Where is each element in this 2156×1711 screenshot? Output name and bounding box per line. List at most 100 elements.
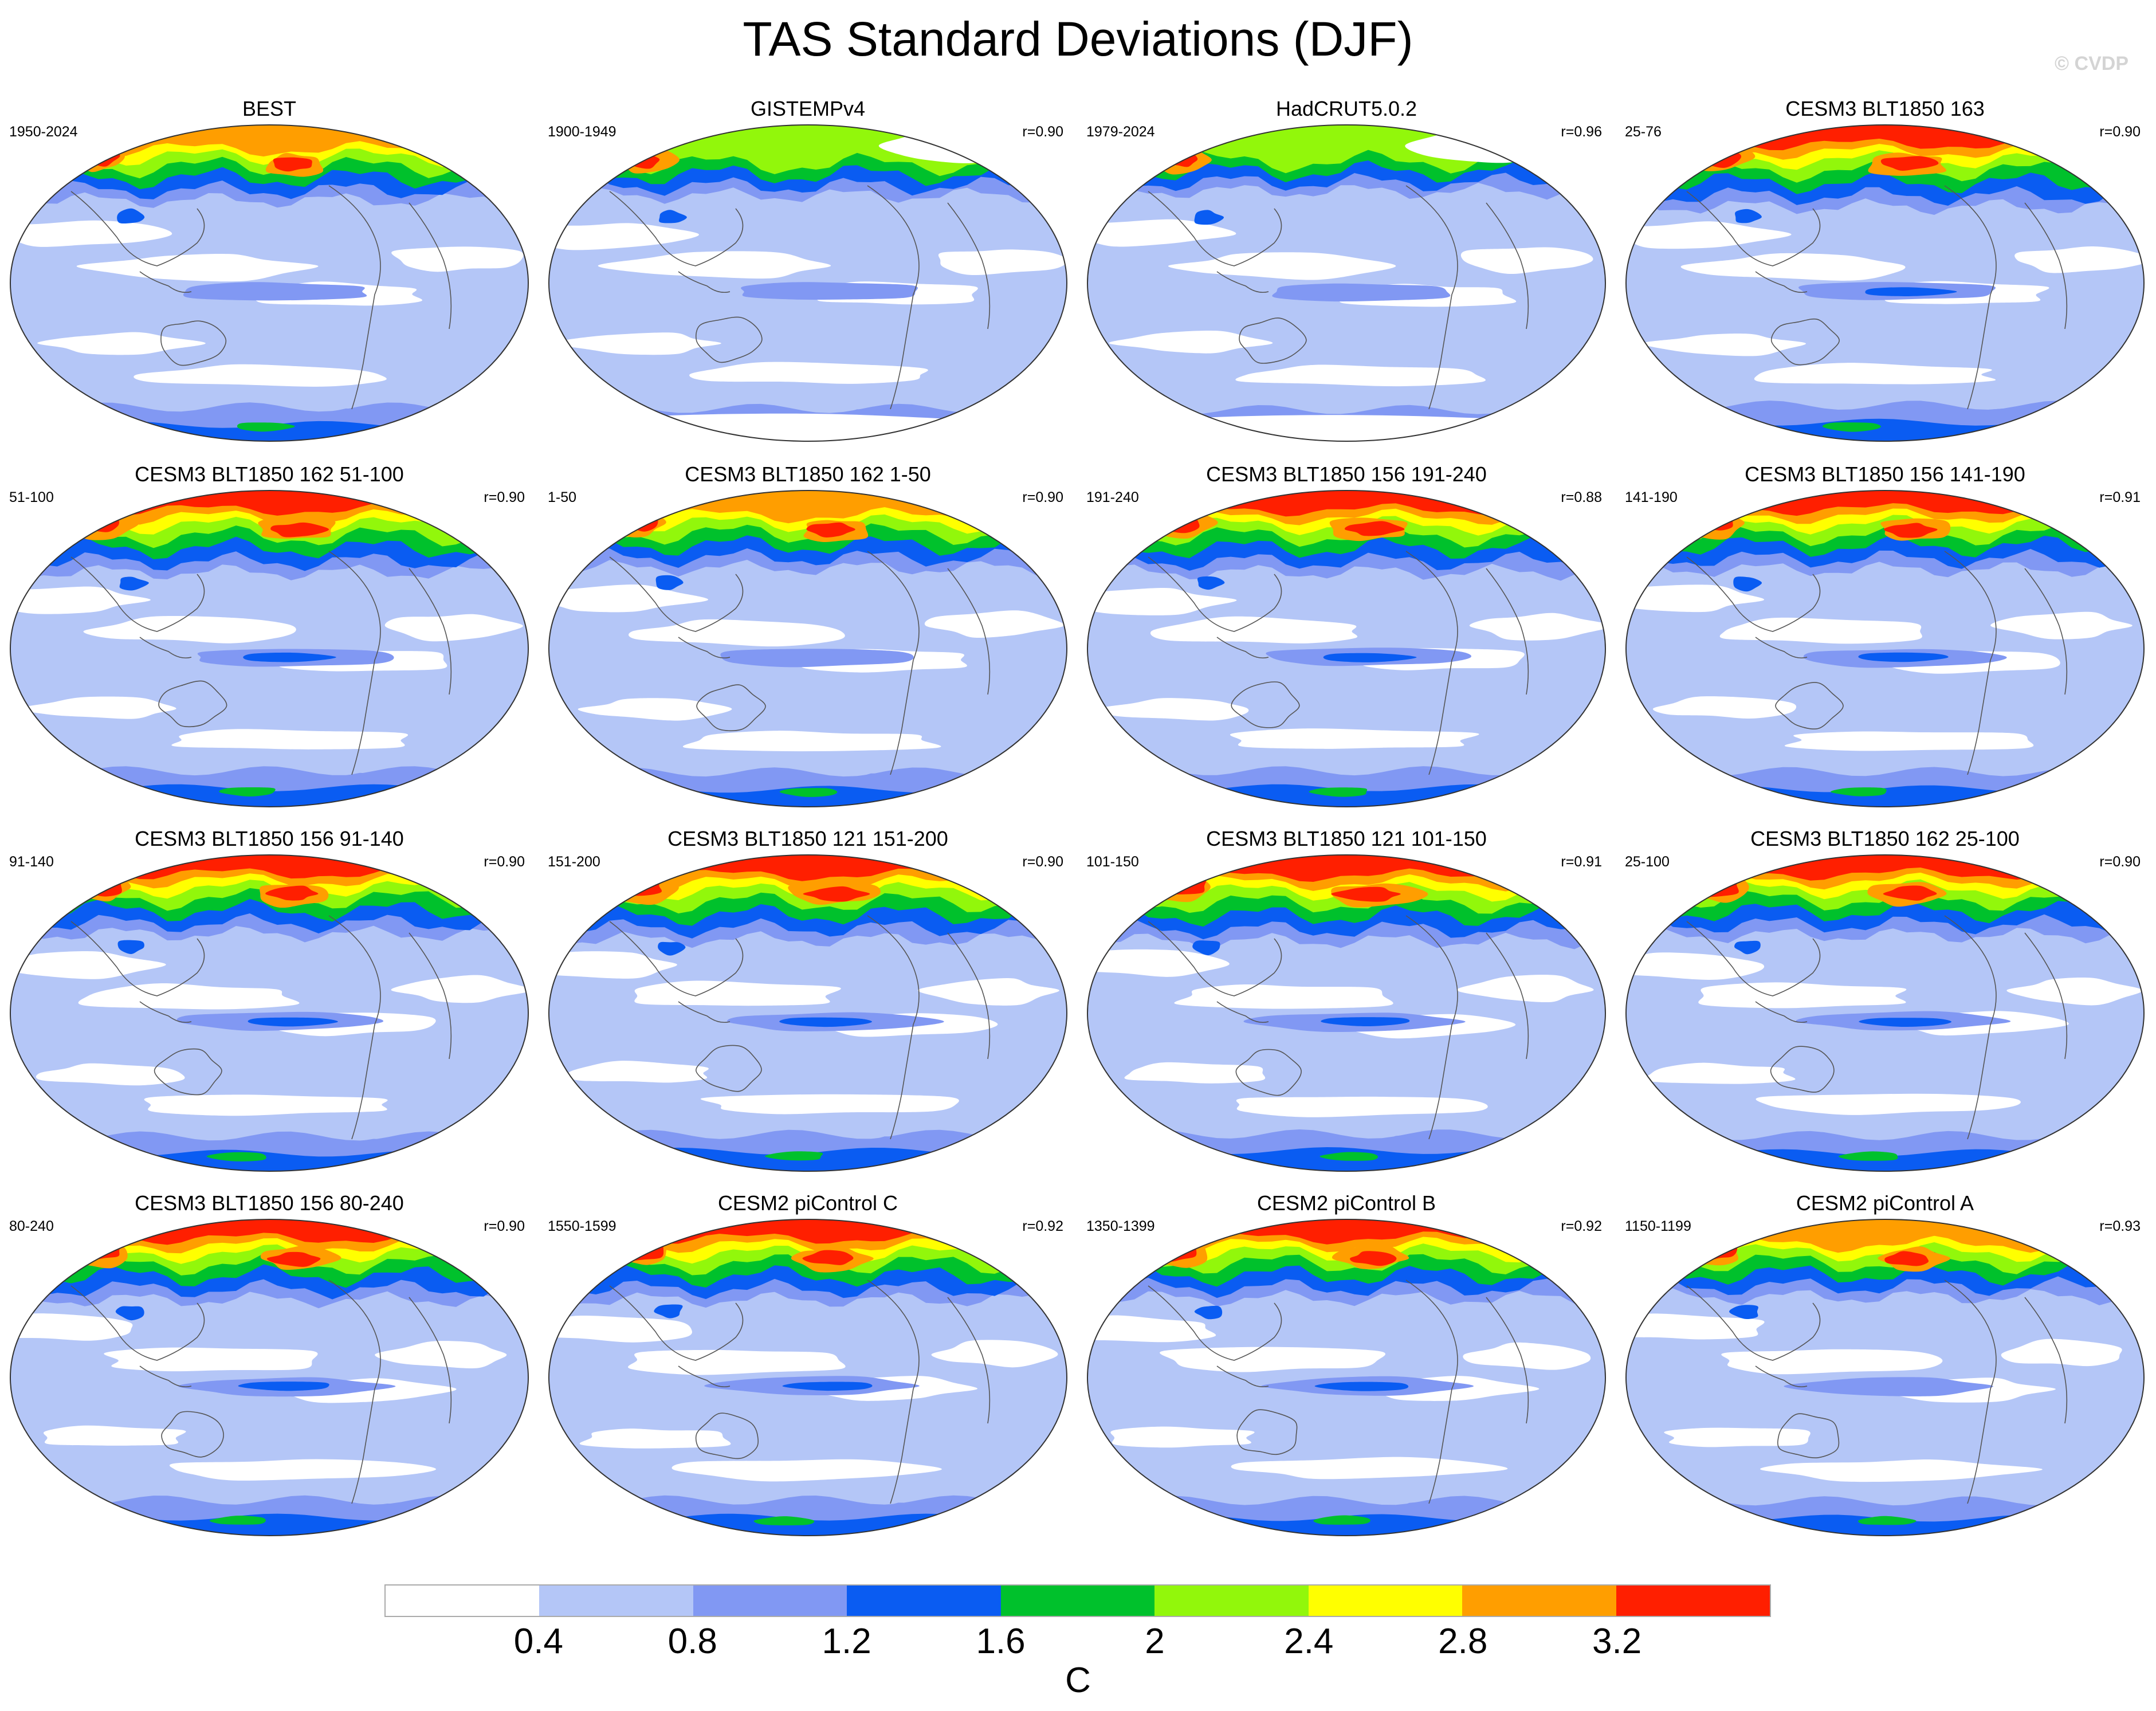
colorbar-cell — [1462, 1586, 1616, 1616]
panel-correlation: r=0.91 — [2099, 489, 2141, 505]
panel-period: 1-50 — [548, 489, 577, 505]
panel-title: CESM3 BLT1850 156 80-240 — [135, 1191, 404, 1215]
panel-period: 1900-1949 — [548, 124, 616, 140]
panel-correlation: r=0.90 — [1022, 489, 1063, 505]
colorbar-unit-label: C — [1065, 1661, 1091, 1700]
map-projection — [1625, 124, 2145, 442]
panel-correlation: r=0.90 — [2099, 124, 2141, 140]
colorbar-tick-label: 2.8 — [1438, 1622, 1488, 1661]
map-panel: CESM3 BLT1850 156 191-240 191-240 r=0.88 — [1077, 462, 1616, 840]
map-panel: BEST 1950-2024 — [0, 96, 539, 474]
panel-period: 91-140 — [9, 854, 54, 870]
panel-title: CESM3 BLT1850 162 1-50 — [685, 462, 931, 486]
map-panel: CESM2 piControl C 1550-1599 r=0.92 — [539, 1191, 1077, 1569]
colorbar-cell — [1308, 1586, 1463, 1616]
panel-correlation: r=0.92 — [1022, 1218, 1063, 1234]
map — [8, 123, 531, 446]
panel-title: CESM3 BLT1850 121 151-200 — [667, 827, 948, 850]
map — [1624, 488, 2146, 812]
map-projection — [1087, 854, 1606, 1172]
colorbar-tick-label: 0.4 — [513, 1622, 563, 1661]
panel-title: CESM3 BLT1850 121 101-150 — [1206, 827, 1487, 850]
panel-period: 25-76 — [1625, 124, 1662, 140]
map-projection — [10, 490, 529, 807]
map — [8, 488, 531, 812]
map-panel: HadCRUT5.0.2 1979-2024 r=0.96 — [1077, 96, 1616, 474]
colorbar-cell — [386, 1586, 540, 1616]
panel-title: CESM2 piControl B — [1256, 1191, 1436, 1215]
colorbar-cell — [1000, 1586, 1155, 1616]
panel-period: 80-240 — [9, 1218, 54, 1234]
panel-period: 191-240 — [1086, 489, 1139, 505]
panel-title: HadCRUT5.0.2 — [1275, 97, 1417, 120]
colorbar-tick-label: 2.4 — [1284, 1622, 1334, 1661]
map — [547, 853, 1069, 1176]
map-projection — [548, 124, 1067, 442]
panel-period: 141-190 — [1625, 489, 1678, 505]
panel-period: 1979-2024 — [1086, 124, 1155, 140]
map-panel: CESM3 BLT1850 162 51-100 51-100 r=0.90 — [0, 462, 539, 840]
colorbar-cell — [539, 1586, 693, 1616]
colorbar-cell — [1616, 1586, 1770, 1616]
panel-title: CESM2 piControl C — [717, 1191, 898, 1215]
panel-title: BEST — [242, 97, 297, 120]
panel-title: CESM3 BLT1850 162 25-100 — [1750, 827, 2020, 850]
panel-correlation: r=0.90 — [484, 1218, 525, 1234]
map-projection — [10, 124, 529, 442]
map-panel: GISTEMPv4 1900-1949 r=0.90 — [539, 96, 1077, 474]
figure-title: TAS Standard Deviations (DJF) — [743, 12, 1413, 66]
panel-correlation: r=0.91 — [1561, 854, 1602, 870]
map-projection — [1625, 490, 2145, 807]
colorbar-cell — [847, 1586, 1001, 1616]
panel-period: 25-100 — [1625, 854, 1670, 870]
panel-title: CESM2 piControl A — [1796, 1191, 1974, 1215]
map-projection — [1087, 1219, 1606, 1536]
colorbar-tick-label: 2 — [1145, 1622, 1165, 1661]
panel-title: CESM3 BLT1850 163 — [1785, 97, 1985, 120]
panel-correlation: r=0.90 — [484, 854, 525, 870]
colorbar — [384, 1584, 1771, 1617]
map-panel: CESM3 BLT1850 121 101-150 101-150 r=0.91 — [1077, 826, 1616, 1204]
colorbar-cell — [1154, 1586, 1309, 1616]
map-panel: CESM3 BLT1850 162 1-50 1-50 r=0.90 — [539, 462, 1077, 840]
panel-title: CESM3 BLT1850 156 141-190 — [1745, 462, 2025, 486]
colorbar-tick-label: 1.6 — [976, 1622, 1026, 1661]
map-panel: CESM2 piControl A 1150-1199 r=0.93 — [1616, 1191, 2154, 1569]
map-panel: CESM3 BLT1850 121 151-200 151-200 r=0.90 — [539, 826, 1077, 1204]
panel-correlation: r=0.93 — [2099, 1218, 2141, 1234]
map-projection — [1087, 490, 1606, 807]
map-panel: CESM2 piControl B 1350-1399 r=0.92 — [1077, 1191, 1616, 1569]
map-projection — [548, 854, 1067, 1172]
map — [1085, 123, 1608, 446]
panel-correlation: r=0.88 — [1561, 489, 1602, 505]
map — [8, 853, 531, 1176]
map — [547, 488, 1069, 812]
map — [1624, 123, 2146, 446]
panel-correlation: r=0.90 — [484, 489, 525, 505]
map-projection — [10, 854, 529, 1172]
colorbar-cell — [693, 1586, 847, 1616]
panel-correlation: r=0.90 — [1022, 854, 1063, 870]
panel-period: 151-200 — [548, 854, 600, 870]
map — [1085, 1217, 1608, 1541]
map-projection — [1625, 854, 2145, 1172]
panel-correlation: r=0.96 — [1561, 124, 1602, 140]
map-projection — [1087, 124, 1606, 442]
colorbar-tick-label: 0.8 — [667, 1622, 717, 1661]
panel-period: 101-150 — [1086, 854, 1139, 870]
map-panel: CESM3 BLT1850 162 25-100 25-100 r=0.90 — [1616, 826, 2154, 1204]
map — [547, 123, 1069, 446]
panel-correlation: r=0.90 — [2099, 854, 2141, 870]
panel-period: 1350-1399 — [1086, 1218, 1155, 1234]
map — [1624, 1217, 2146, 1541]
panel-title: CESM3 BLT1850 156 191-240 — [1206, 462, 1487, 486]
cvdp-watermark: © CVDP — [2055, 53, 2128, 74]
map-projection — [10, 1219, 529, 1536]
map-projection — [548, 1219, 1067, 1536]
panel-period: 1550-1599 — [548, 1218, 616, 1234]
panel-period: 1950-2024 — [9, 124, 78, 140]
panel-correlation: r=0.90 — [1022, 124, 1063, 140]
map-panel: CESM3 BLT1850 156 80-240 80-240 r=0.90 — [0, 1191, 539, 1569]
colorbar-tick-label: 1.2 — [822, 1622, 871, 1661]
map — [1085, 853, 1608, 1176]
